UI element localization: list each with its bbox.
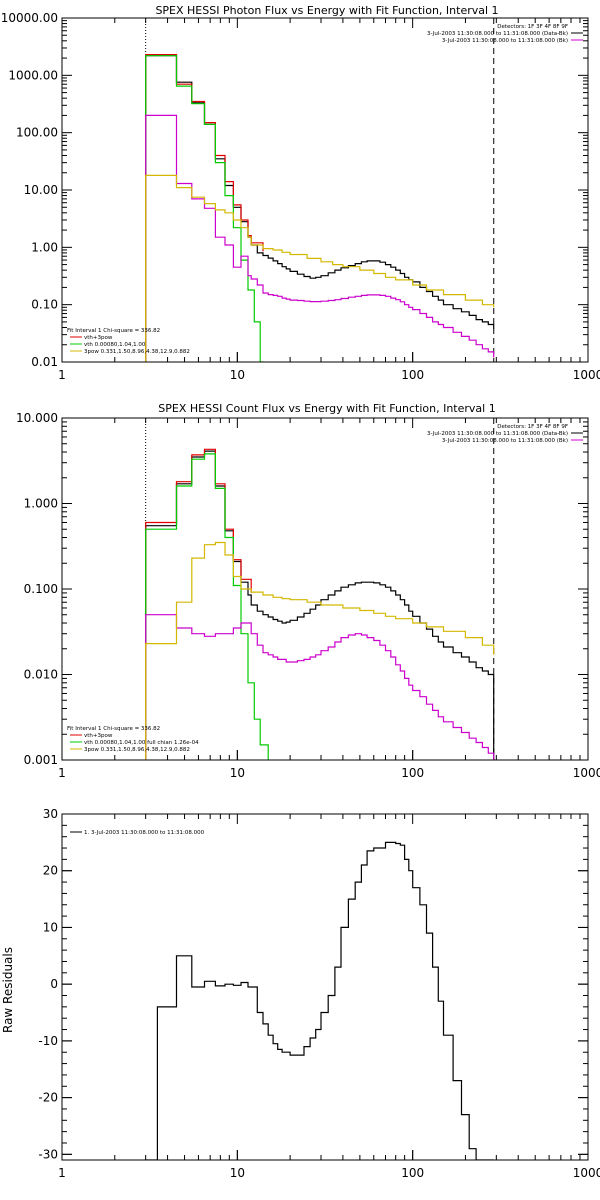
y-tick-label: 1.00	[31, 240, 58, 254]
legend-entry: Detectors: 1F 3F 4F 8F 9F	[497, 24, 568, 30]
y-tick-label: 0.01	[31, 355, 58, 369]
x-tick-label: 1000	[573, 766, 600, 780]
plot-frame	[61, 17, 589, 363]
y-tick-label: 0.010	[24, 668, 58, 682]
series-line	[145, 55, 264, 362]
y-tick-label: 10.00	[24, 183, 58, 197]
legend-entry: Fit Interval 1 Chi-square = 336.82	[67, 726, 160, 732]
series-line	[145, 614, 495, 760]
x-tick-label: 1	[58, 1166, 66, 1180]
legend-entry: 3-Jul-2003 11:30:08.000 to 11:31:08.000 …	[427, 431, 568, 437]
y-tick-label: 30	[43, 807, 58, 821]
series-line	[145, 450, 495, 760]
series-line	[145, 55, 495, 362]
legend-entry: 3-Jul-2003 11:30:08.000 to 11:31:08.000 …	[442, 438, 568, 444]
legend-entry: 3-Jul-2003 11:30:08.000 to 11:31:08.000 …	[427, 31, 568, 37]
legend-entry: Detectors: 1F 3F 4F 8F 9F	[497, 424, 568, 430]
x-tick-label: 100	[401, 1166, 424, 1180]
y-tick-label: 20	[43, 864, 58, 878]
y-tick-label: 0	[50, 977, 58, 991]
legend-entry: 3pow 0.331,1.50,8.96,4.38,12.9,0.882	[84, 747, 190, 753]
legend-entry: vth+3pow	[84, 335, 113, 341]
x-tick-label: 1000	[573, 1166, 600, 1180]
y-tick-label: -20	[38, 1091, 58, 1105]
chart-title: SPEX HESSI Photon Flux vs Energy with Fi…	[155, 4, 498, 17]
y-tick-label: 0.001	[24, 753, 58, 767]
y-tick-label: 0.100	[24, 582, 58, 596]
x-tick-label: 10	[230, 766, 245, 780]
plot-frame	[61, 417, 589, 761]
photon-flux-panel: 1 10 100 1000 0.01 0.10 1.00 10.00 100.00 1000.00…	[1, 11, 600, 382]
residuals-panel: 1 10 100 1000 -30 -20 -10 0 10 20 30 1. 3-Jul-2003 …	[38, 807, 600, 1180]
y-tick-label: 10.000	[16, 411, 58, 425]
x-tick-label: 10	[230, 1166, 245, 1180]
series-line	[145, 453, 269, 760]
series-line	[145, 448, 252, 760]
legend-entry: vth+3pow	[84, 733, 113, 739]
plot-frame	[61, 813, 589, 1161]
series-line	[145, 841, 494, 1160]
y-tick-label: 10	[43, 920, 58, 934]
chart-title: SPEX HESSI Count Flux vs Energy with Fit…	[158, 402, 495, 415]
y-tick-label: 100.00	[16, 126, 58, 140]
x-tick-label: 1	[58, 766, 66, 780]
legend-entry: vth 0.00080,1.04,1.00	[84, 342, 146, 348]
series-line	[145, 541, 495, 760]
y-tick-label: -10	[38, 1034, 58, 1048]
x-tick-label: 100	[401, 766, 424, 780]
y-tick-label: 1000.00	[8, 68, 58, 82]
x-tick-label: 1000	[573, 368, 600, 382]
y-axis-label: Raw Residuals	[1, 947, 15, 1033]
series-line	[145, 174, 495, 362]
y-tick-label: -30	[38, 1147, 58, 1161]
count-flux-panel: 1 10 100 1000 0.001 0.010 0.100 1.000 10.000 Dete…	[16, 411, 600, 780]
x-tick-label: 100	[401, 368, 424, 382]
y-tick-label: 10000.00	[1, 11, 58, 25]
legend-entry: 3pow 0.331,1.50,8.96,4.38,12.9,0.882	[84, 349, 190, 355]
legend-entry: 1. 3-Jul-2003 11:30:08.000 to 11:31:08.0…	[84, 830, 205, 836]
legend-entry: Fit Interval 1 Chi-square = 336.82	[67, 328, 160, 334]
legend-entry: vth 0.00080,1.04,1.00 full chian 1.26e-0…	[84, 740, 199, 746]
y-tick-label: 1.000	[24, 497, 58, 511]
legend-entry: 3-Jul-2003 11:30:08.000 to 11:31:08.000 …	[442, 38, 568, 44]
x-tick-label: 10	[230, 368, 245, 382]
y-tick-label: 0.10	[31, 298, 58, 312]
x-tick-label: 1	[58, 368, 66, 382]
series-line	[145, 114, 495, 362]
